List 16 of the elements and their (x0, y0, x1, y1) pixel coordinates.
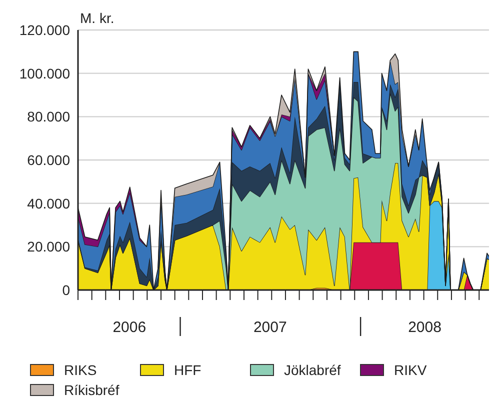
y-tick-label: 120.000 (19, 22, 70, 38)
y-axis-title: M. kr. (80, 10, 114, 26)
legend-label: HFF (174, 362, 202, 378)
x-tick-label: 2007 (253, 319, 287, 336)
legend-label: RIKS (64, 362, 97, 378)
y-tick-label: 60.000 (27, 152, 70, 168)
legend-label: RIKV (394, 362, 427, 378)
x-tick-label: 2006 (112, 319, 146, 336)
legend-label: Jöklabréf (284, 362, 341, 378)
x-tick-label: 2008 (408, 319, 442, 336)
y-tick-label: 0 (62, 282, 70, 298)
y-tick-label: 80.000 (27, 108, 70, 125)
y-tick-label: 100.000 (19, 65, 70, 82)
y-tick-label: 20.000 (27, 238, 70, 255)
legend-label: Ríkisbréf (64, 382, 120, 398)
y-tick-label: 40.000 (27, 195, 70, 212)
